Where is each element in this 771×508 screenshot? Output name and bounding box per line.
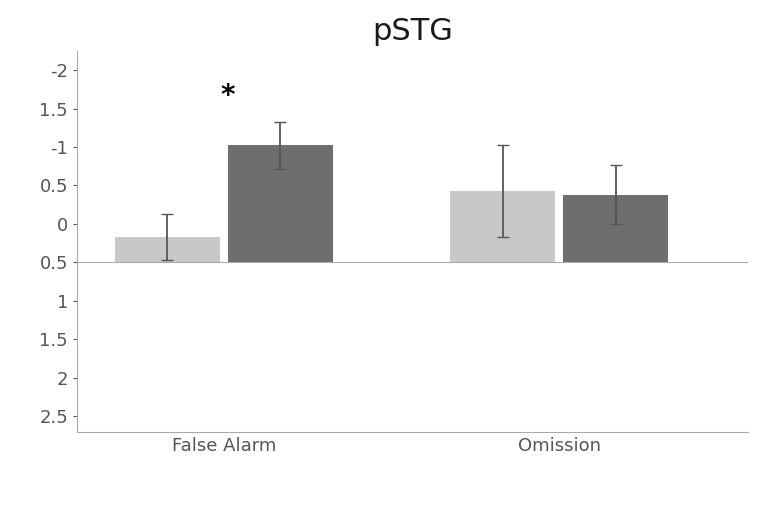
Bar bbox=[450, 191, 555, 263]
Title: pSTG: pSTG bbox=[372, 17, 453, 46]
Text: *: * bbox=[221, 82, 235, 110]
Bar bbox=[115, 237, 220, 263]
Bar bbox=[564, 195, 668, 263]
Bar bbox=[228, 145, 333, 263]
